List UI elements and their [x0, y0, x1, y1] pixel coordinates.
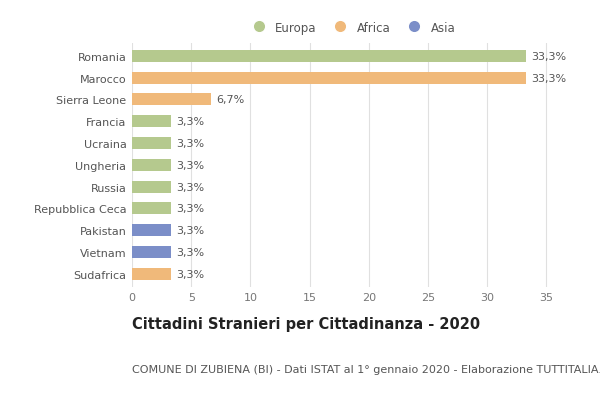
Bar — [132, 51, 526, 63]
Bar — [132, 268, 171, 280]
Bar — [132, 116, 171, 128]
Text: 3,3%: 3,3% — [176, 226, 204, 236]
Text: COMUNE DI ZUBIENA (BI) - Dati ISTAT al 1° gennaio 2020 - Elaborazione TUTTITALIA: COMUNE DI ZUBIENA (BI) - Dati ISTAT al 1… — [132, 364, 600, 374]
Bar — [132, 72, 526, 84]
Bar — [132, 225, 171, 236]
Bar — [132, 246, 171, 258]
Text: 3,3%: 3,3% — [176, 247, 204, 257]
Text: 3,3%: 3,3% — [176, 139, 204, 148]
Text: 6,7%: 6,7% — [216, 95, 244, 105]
Text: 33,3%: 33,3% — [531, 74, 566, 83]
Bar — [132, 160, 171, 171]
Text: 3,3%: 3,3% — [176, 182, 204, 192]
Bar — [132, 138, 171, 150]
Text: Cittadini Stranieri per Cittadinanza - 2020: Cittadini Stranieri per Cittadinanza - 2… — [132, 317, 480, 332]
Text: 3,3%: 3,3% — [176, 204, 204, 214]
Text: 3,3%: 3,3% — [176, 117, 204, 127]
Text: 3,3%: 3,3% — [176, 269, 204, 279]
Bar — [132, 203, 171, 215]
Text: 33,3%: 33,3% — [531, 52, 566, 62]
Legend: Europa, Africa, Asia: Europa, Africa, Asia — [242, 17, 460, 39]
Bar — [132, 181, 171, 193]
Bar — [132, 94, 211, 106]
Text: 3,3%: 3,3% — [176, 160, 204, 171]
